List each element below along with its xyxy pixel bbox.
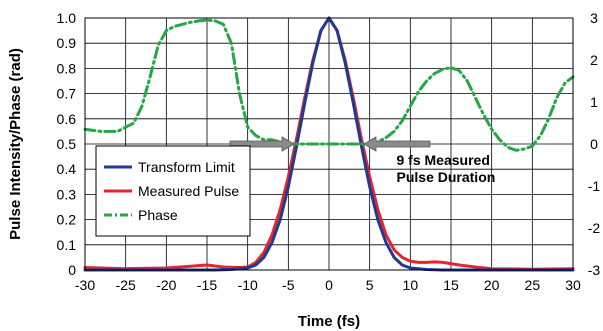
y-tick-label: 0.7 (57, 86, 77, 102)
y-axis-title: Pulse Intensity/Phase (rad) (7, 48, 24, 240)
x-tick-label: -30 (75, 277, 95, 293)
x-tick-labels: -30 -25 -20 -15 -10 -5 0 5 10 15 20 25 30 (75, 277, 581, 293)
y2-tick-label: 3 (590, 10, 598, 26)
legend-label-measured-pulse: Measured Pulse (138, 183, 239, 199)
annotation-text: 9 fs Measured (397, 152, 490, 168)
series-line-phase (83, 18, 575, 152)
y-tick-label: 0.4 (57, 161, 77, 177)
x-axis-title: Time (fs) (298, 313, 360, 330)
x-tick-label: 15 (443, 277, 459, 293)
arrow-right (363, 136, 431, 152)
x-tick-label: 0 (325, 277, 333, 293)
y2-tick-labels: -3 -2 -1 0 1 2 3 (588, 10, 601, 278)
y-tick-label: 0.3 (57, 186, 77, 202)
x-tick-label: -20 (156, 277, 176, 293)
grid (84, 17, 574, 271)
x-tick-label: 25 (525, 277, 541, 293)
y-tick-labels: 0 0.1 0.2 0.3 0.4 0.5 0.6 0.7 0.8 0.9 1.0 (57, 10, 77, 278)
x-tick-label: 5 (366, 277, 374, 293)
y2-tick-label: 2 (590, 52, 598, 68)
x-tick-label: 20 (484, 277, 500, 293)
plot-frame (84, 17, 574, 271)
y2-tick-label: 0 (590, 136, 598, 152)
annotation-text: Pulse Duration (397, 169, 496, 185)
legend: Transform Limit Measured Pulse Phase (95, 145, 251, 237)
y2-tick-label: 1 (590, 94, 598, 110)
y-tick-label: 1.0 (57, 10, 77, 26)
y-tick-label: 0.5 (57, 136, 77, 152)
y-tick-label: 0.1 (57, 237, 77, 253)
x-tick-label: -15 (197, 277, 217, 293)
x-tick-label: -25 (116, 277, 136, 293)
x-tick-label: -10 (238, 277, 258, 293)
y-tick-label: 0.9 (57, 35, 77, 51)
y2-tick-label: -2 (588, 220, 601, 236)
legend-label-phase: Phase (138, 207, 178, 223)
y-tick-label: 0.2 (57, 212, 77, 228)
legend-label-transform-limit: Transform Limit (138, 159, 235, 175)
x-tick-label: 30 (565, 277, 581, 293)
y-tick-label: 0.6 (57, 111, 77, 127)
y2-tick-label: -3 (588, 262, 601, 278)
y-tick-label: 0 (68, 262, 76, 278)
x-tick-label: -5 (282, 277, 295, 293)
y2-tick-label: -1 (588, 178, 601, 194)
x-tick-label: 10 (403, 277, 419, 293)
y-tick-label: 0.8 (57, 60, 77, 76)
